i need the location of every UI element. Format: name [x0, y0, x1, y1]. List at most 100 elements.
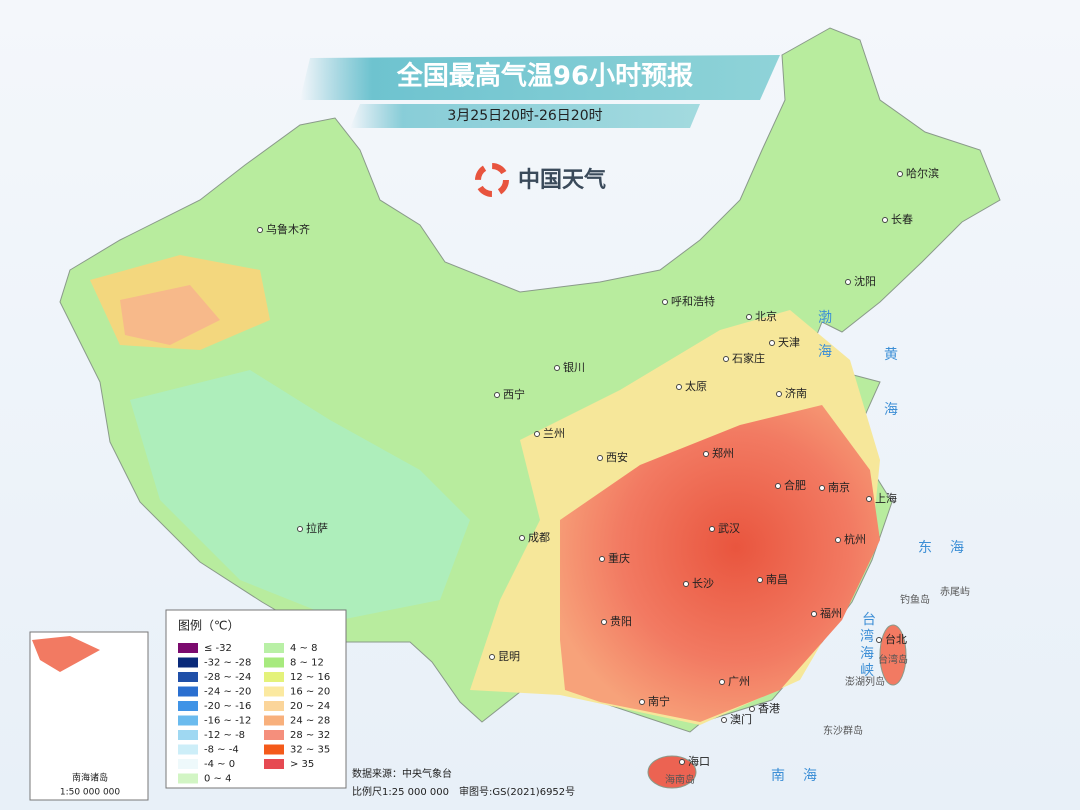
island-label: 海南岛 [665, 773, 695, 786]
legend-label: 16 ~ 20 [290, 687, 330, 698]
legend-title: 图例（℃） [178, 619, 239, 633]
city-dot [845, 279, 851, 285]
city-dot [679, 759, 685, 765]
legend-label: 0 ~ 4 [204, 774, 231, 785]
city-label: 成都 [528, 531, 550, 544]
inset-title: 南海诸岛 [72, 772, 108, 784]
logo-text: 中国天气 [518, 167, 606, 193]
city-dot [769, 340, 775, 346]
city-label: 南宁 [648, 694, 670, 708]
data-source: 数据来源：中央气象台 [352, 767, 452, 780]
city-label: 拉萨 [306, 521, 328, 535]
city-label: 西安 [606, 450, 628, 464]
city-label: 澳门 [730, 712, 752, 726]
city-label: 济南 [785, 386, 807, 400]
island-label: 东沙群岛 [823, 724, 863, 737]
legend-label: -32 ~ -28 [204, 658, 251, 669]
city-label: 武汉 [718, 522, 740, 535]
city-dot [723, 356, 729, 362]
legend-swatch [178, 744, 198, 755]
legend-box [165, 609, 347, 789]
legend-label: 20 ~ 24 [290, 701, 330, 712]
city-dot [876, 637, 882, 643]
warm-basin-core [120, 285, 220, 345]
legend-swatch [264, 730, 284, 740]
city-label: 海口 [688, 754, 710, 768]
city-dot [775, 483, 781, 489]
city-label: 合肥 [784, 478, 806, 492]
legend-label: 12 ~ 16 [290, 672, 330, 683]
island-label: 台湾岛 [878, 653, 908, 666]
legend-label: -8 ~ -4 [204, 745, 239, 756]
legend-swatch [264, 701, 284, 711]
sea-label: 海 [818, 344, 834, 360]
legend-label: 8 ~ 12 [290, 658, 324, 669]
legend-label: -20 ~ -16 [204, 701, 251, 712]
city-label: 郑州 [712, 446, 734, 460]
city-dot [746, 314, 752, 320]
city-label: 呼和浩特 [671, 294, 715, 308]
sea-label: 湾 [860, 628, 876, 645]
city-dot [597, 455, 603, 461]
city-dot [776, 391, 782, 397]
city-dot [721, 717, 727, 723]
legend-label: ≤ -32 [204, 643, 232, 654]
legend-label: -12 ~ -8 [204, 730, 245, 741]
cold-plateau [130, 370, 470, 620]
city-dot [554, 365, 560, 371]
legend-label: 4 ~ 8 [290, 643, 317, 654]
city-dot [882, 217, 888, 223]
legend-swatch [178, 759, 198, 769]
city-label: 南京 [828, 480, 850, 494]
city-label: 重庆 [608, 551, 630, 565]
city-label: 台北 [885, 632, 907, 646]
city-dot [494, 392, 500, 398]
hot-region [560, 405, 880, 722]
legend-swatch [264, 686, 284, 697]
legend-swatch [178, 672, 198, 682]
title-banner [300, 55, 780, 100]
legend-swatch [178, 686, 198, 697]
legend-swatch [178, 715, 198, 726]
title: 全国最高气温96小时预报 [396, 61, 693, 92]
island-label: 澎湖列岛 [845, 675, 885, 688]
city-label: 南昌 [766, 573, 788, 586]
city-label: 兰州 [543, 427, 565, 440]
sea-label: 海 [860, 646, 876, 662]
city-label: 长春 [891, 213, 913, 226]
sea-label: 海 [884, 402, 900, 418]
island-label: 赤尾屿 [940, 586, 970, 598]
taiwan [879, 624, 907, 686]
city-label: 石家庄 [732, 351, 765, 365]
map-scale: 比例尺1:25 000 000 审图号:GS(2021)6952号 [352, 785, 575, 798]
city-dot [866, 496, 872, 502]
legend-swatch [178, 643, 198, 653]
sea-label: 台 [862, 612, 878, 628]
sea-label: 南 海 [771, 768, 819, 784]
city-dot [519, 535, 525, 541]
city-dot [709, 526, 715, 532]
city-label: 长沙 [692, 577, 714, 590]
city-dot [662, 299, 668, 305]
city-label: 哈尔滨 [906, 166, 939, 180]
legend-label: -28 ~ -24 [204, 672, 251, 683]
sea-label: 东 海 [918, 540, 966, 556]
logo-icon [475, 163, 509, 197]
sea-label: 峡 [860, 663, 876, 679]
city-label: 福州 [820, 606, 842, 620]
legend-label: 32 ~ 35 [290, 745, 330, 756]
sea-label: 渤 [818, 310, 834, 326]
legend-swatch [178, 730, 198, 740]
legend-swatch [264, 672, 284, 682]
legend-label: 28 ~ 32 [290, 730, 330, 741]
subtitle-banner [350, 104, 700, 128]
city-dot [811, 611, 817, 617]
legend-swatch [178, 657, 198, 668]
city-label: 广州 [728, 675, 750, 688]
legend-label: -24 ~ -20 [204, 687, 251, 698]
city-dot [534, 431, 540, 437]
city-label: 天津 [778, 336, 800, 349]
city-dot [757, 577, 763, 583]
city-dot [703, 451, 709, 457]
city-dot [599, 556, 605, 562]
